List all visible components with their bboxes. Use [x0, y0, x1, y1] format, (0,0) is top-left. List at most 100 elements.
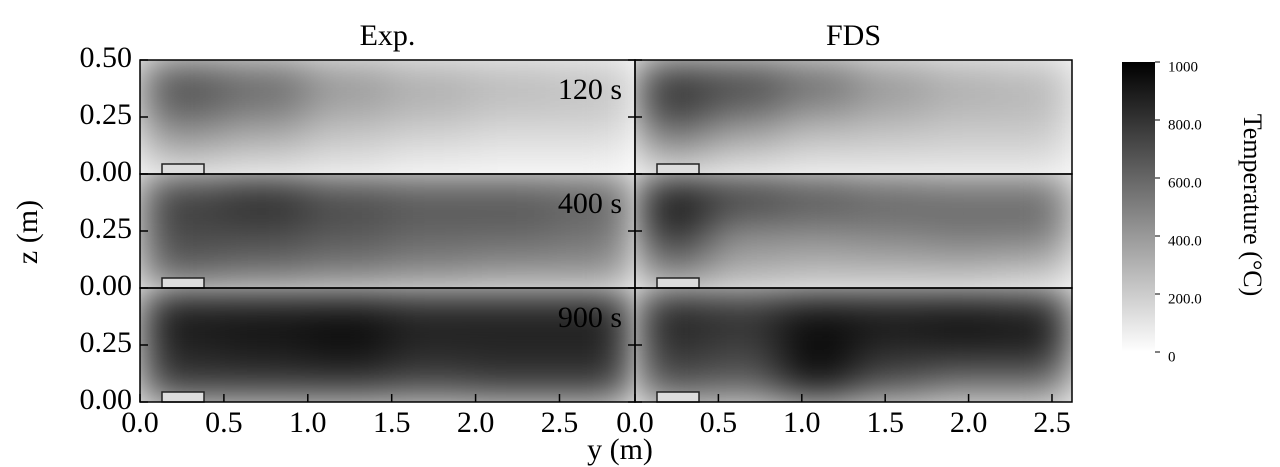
- heat-cell: [387, 250, 471, 288]
- y-axis-label: z (m): [11, 200, 44, 264]
- x-tick-label: 2.0: [950, 406, 988, 439]
- x-tick-label: 1.0: [783, 406, 821, 439]
- heat-cell: [222, 174, 306, 213]
- heat-cell: [387, 212, 471, 251]
- heat-cell: [999, 136, 1072, 174]
- heat-cell: [222, 60, 306, 99]
- colorbar-tick-label: 0: [1168, 349, 1176, 365]
- heat-cell: [853, 60, 927, 99]
- heat-cell: [470, 174, 553, 213]
- heat-cell: [780, 98, 854, 137]
- panel: [140, 60, 635, 174]
- heat-cell: [470, 326, 553, 365]
- heat-cell: [552, 250, 635, 288]
- heat-cell: [926, 98, 1000, 137]
- x-tick-label: 1.5: [866, 406, 904, 439]
- heat-cell: [707, 212, 782, 251]
- heat-cell: [552, 136, 635, 174]
- heat-cell: [222, 250, 306, 288]
- heat-cell: [635, 174, 709, 213]
- heat-cell: [222, 326, 306, 365]
- heat-cell: [999, 60, 1072, 99]
- burner: [656, 163, 700, 175]
- heat-cell: [853, 174, 927, 213]
- y-tick-label: 0.50: [80, 41, 133, 74]
- heat-cell: [552, 60, 635, 99]
- x-tick-label: 2.5: [1033, 406, 1071, 439]
- x-tick-label: 2.0: [457, 406, 495, 439]
- heat-cell: [926, 288, 1000, 327]
- heat-cell: [853, 250, 927, 288]
- x-axis-label: y (m): [587, 433, 653, 466]
- colorbar-tick-label: 1000: [1168, 59, 1198, 75]
- heat-cell: [635, 288, 709, 327]
- heat-cell: [222, 364, 306, 402]
- heat-cell: [926, 212, 1000, 251]
- heat-cell: [305, 212, 388, 251]
- time-label: 900 s: [558, 301, 622, 334]
- heat-cell: [140, 288, 223, 327]
- heat-cell: [470, 364, 553, 402]
- y-tick-label: 0.00: [80, 155, 133, 188]
- panel: [140, 288, 635, 402]
- heat-cell: [926, 326, 1000, 365]
- heat-cell: [999, 364, 1072, 402]
- heat-cell: [470, 98, 553, 137]
- heat-cell: [780, 288, 854, 327]
- burner: [656, 391, 700, 403]
- heat-cell: [470, 212, 553, 251]
- heat-cell: [470, 288, 553, 327]
- colorbar-tick-label: 600.0: [1168, 175, 1202, 191]
- heat-cell: [552, 212, 635, 251]
- time-label: 400 s: [558, 187, 622, 220]
- heat-cell: [635, 326, 709, 365]
- heat-cell: [387, 326, 471, 365]
- heat-cell: [387, 174, 471, 213]
- heat-cell: [387, 98, 471, 137]
- burner: [656, 277, 700, 289]
- heat-cell: [387, 288, 471, 327]
- heat-cell: [470, 136, 553, 174]
- heat-cell: [707, 98, 782, 137]
- heat-cell: [780, 136, 854, 174]
- panel: [635, 288, 1072, 402]
- heat-cell: [853, 364, 927, 402]
- heat-cell: [853, 136, 927, 174]
- y-tick-label: 0.25: [80, 212, 133, 245]
- heat-cell: [780, 60, 854, 99]
- colorbar: [1122, 62, 1155, 352]
- heat-cell: [470, 60, 553, 99]
- x-tick-label: 1.5: [373, 406, 411, 439]
- heat-cell: [222, 98, 306, 137]
- panel: [140, 174, 635, 288]
- heat-cell: [305, 136, 388, 174]
- heat-cell: [999, 326, 1072, 365]
- heat-cell: [552, 98, 635, 137]
- heat: [635, 60, 1072, 174]
- heat-cell: [780, 250, 854, 288]
- x-tick-label: 0.5: [700, 406, 738, 439]
- heat-cell: [707, 174, 782, 213]
- heat-cell: [999, 212, 1072, 251]
- colorbar-label: Temperature (°C): [1238, 114, 1267, 297]
- heat-cell: [926, 250, 1000, 288]
- heat-cell: [222, 288, 306, 327]
- heat-cell: [853, 212, 927, 251]
- heat-cell: [707, 136, 782, 174]
- heat-cell: [780, 326, 854, 365]
- heat-cell: [853, 288, 927, 327]
- heat-cell: [387, 136, 471, 174]
- burner: [161, 277, 205, 289]
- heat-cell: [140, 326, 223, 365]
- x-tick-label: 1.0: [289, 406, 327, 439]
- heat: [635, 174, 1072, 288]
- heat-cell: [470, 250, 553, 288]
- heat-cell: [305, 250, 388, 288]
- heat-cell: [999, 98, 1072, 137]
- x-tick-label: 0.5: [205, 406, 243, 439]
- burner: [161, 163, 205, 175]
- heat-cell: [635, 98, 709, 137]
- heat-cell: [926, 60, 1000, 99]
- heat-cell: [635, 212, 709, 251]
- panel: [635, 174, 1072, 288]
